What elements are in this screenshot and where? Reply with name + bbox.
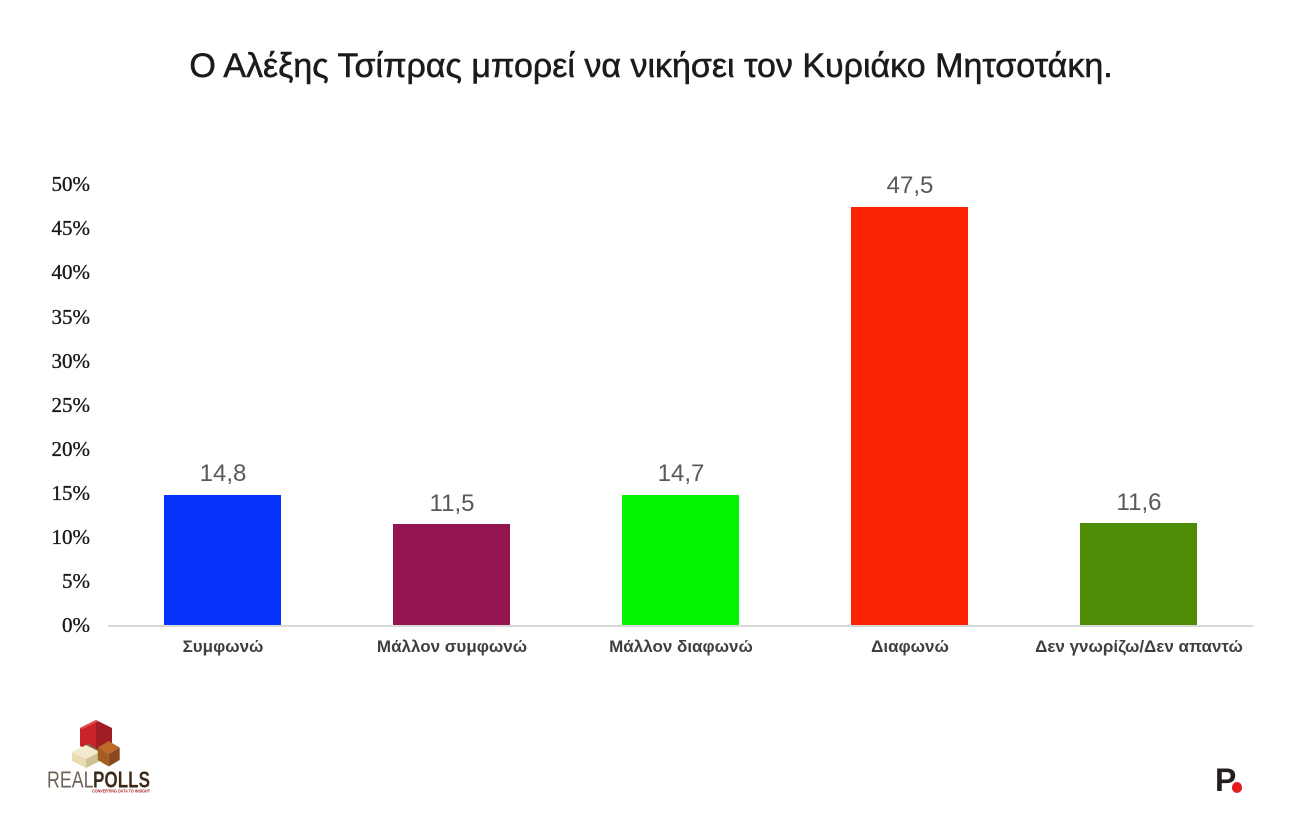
svg-text:REAL: REAL — [47, 766, 94, 792]
svg-text:POLLS: POLLS — [93, 766, 150, 792]
svg-text:CONVERTING DATA TO INSIGHT: CONVERTING DATA TO INSIGHT — [92, 789, 150, 794]
